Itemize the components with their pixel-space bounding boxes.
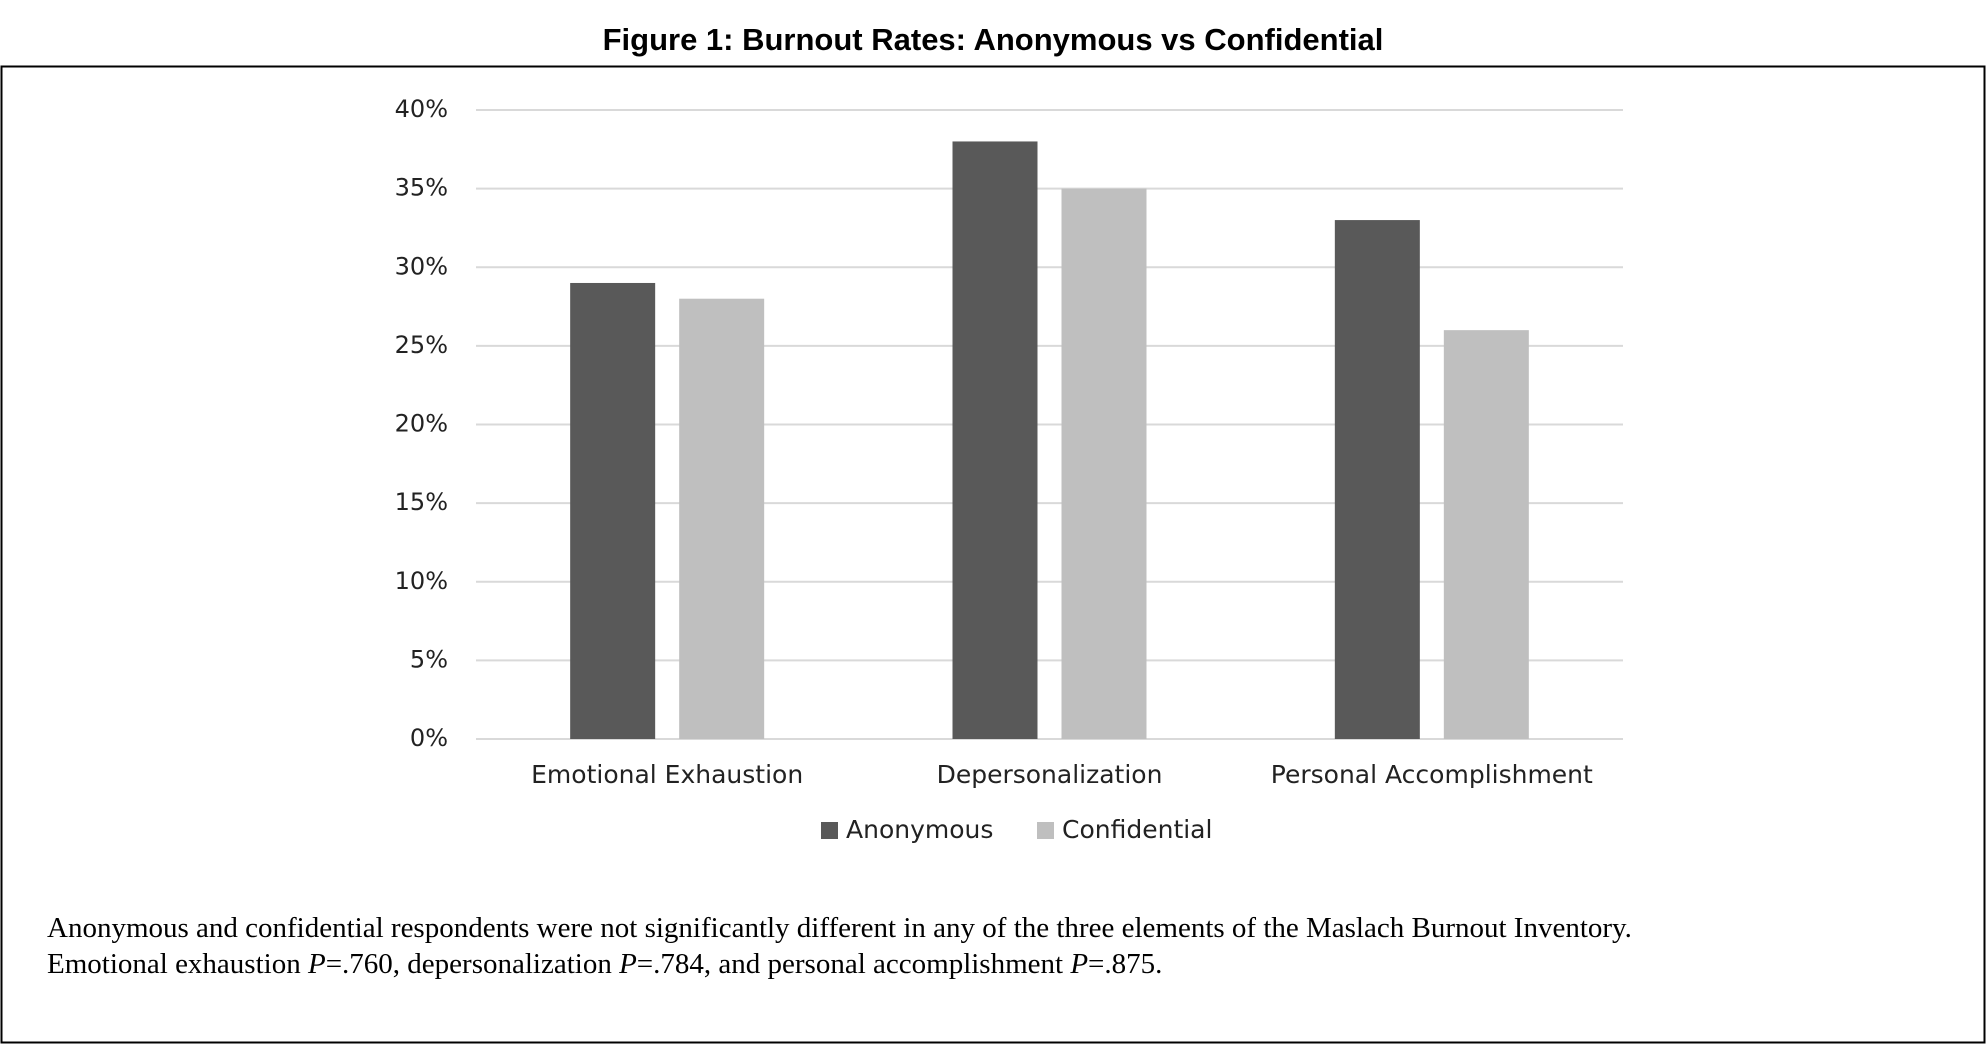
- caption-text: Emotional exhaustion: [47, 948, 308, 980]
- legend-swatch: [1037, 822, 1054, 839]
- legend-label: Anonymous: [846, 815, 993, 844]
- caption-text: P: [1069, 948, 1088, 980]
- caption-text: =.760, depersonalization: [326, 948, 619, 980]
- y-tick-label: 40%: [395, 95, 448, 123]
- legend-swatch: [821, 822, 838, 839]
- y-tick-label: 0%: [410, 724, 448, 752]
- y-tick-label: 20%: [395, 410, 448, 438]
- y-tick-label: 15%: [395, 488, 448, 516]
- figure-border: [0, 65, 1986, 1044]
- x-tick-label: Personal Accomplishment: [1271, 760, 1593, 789]
- bar: [952, 141, 1038, 739]
- x-tick-label: Depersonalization: [937, 760, 1163, 789]
- bar: [570, 282, 656, 739]
- bar: [1443, 330, 1529, 739]
- y-tick-label: 25%: [395, 331, 448, 359]
- caption-line: Emotional exhaustion P=.760, depersonali…: [47, 948, 1162, 980]
- chart-title: Figure 1: Burnout Rates: Anonymous vs Co…: [603, 22, 1384, 57]
- caption-text: Anonymous and confidential respondents w…: [47, 912, 1632, 944]
- legend-label: Confidential: [1062, 815, 1212, 844]
- caption-text: =.875.: [1088, 948, 1162, 980]
- y-tick-label: 30%: [395, 252, 448, 280]
- caption-text: P: [307, 948, 326, 980]
- bar: [679, 298, 765, 739]
- caption-text: P: [618, 948, 637, 980]
- bar: [1334, 220, 1420, 739]
- caption-text: =.784, and personal accomplishment: [637, 948, 1071, 980]
- y-tick-label: 10%: [395, 567, 448, 595]
- y-tick-label: 5%: [410, 645, 448, 673]
- x-tick-label: Emotional Exhaustion: [531, 760, 803, 789]
- bar: [1061, 188, 1147, 739]
- caption-line: Anonymous and confidential respondents w…: [47, 912, 1632, 944]
- y-tick-label: 35%: [395, 174, 448, 202]
